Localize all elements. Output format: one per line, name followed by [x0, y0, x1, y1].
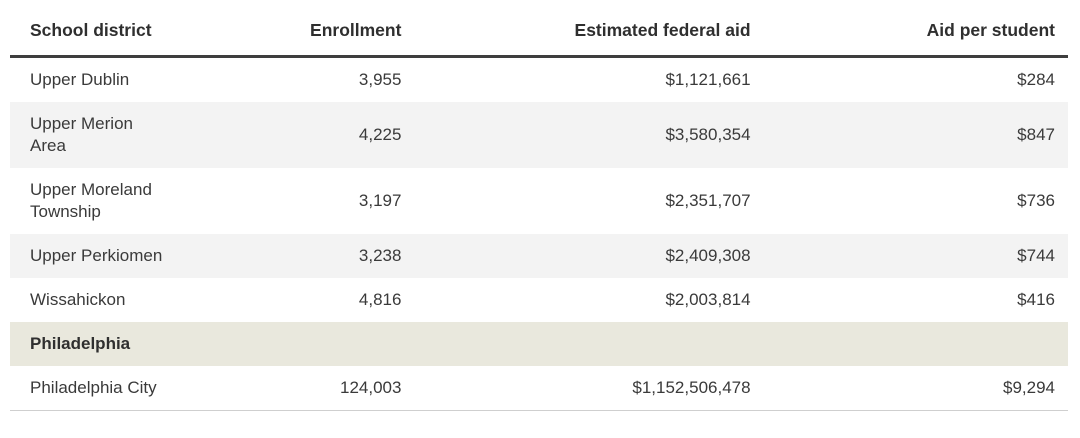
- cell-aid-per-student: $416: [1017, 290, 1055, 309]
- cell-federal-aid: $2,351,707: [665, 191, 751, 210]
- cell-district: Philadelphia City: [10, 366, 232, 411]
- district-name: Upper Perkiomen: [30, 246, 163, 265]
- cell-enrollment: 4,816: [358, 290, 402, 309]
- cell-federal-aid: $2,409,308: [665, 246, 751, 265]
- cell-district: Upper Dublin: [10, 57, 232, 103]
- cell-aid-per-student: $744: [1017, 246, 1055, 265]
- cell-enrollment: 3,197: [358, 191, 402, 210]
- data-table: School district Enrollment Estimated fed…: [10, 0, 1068, 411]
- table-row: Upper Moreland Township 3,197 $2,351,707 $7…: [10, 168, 1068, 234]
- table-row: Upper Perkiomen 3,238 $2,409,308 $744: [10, 234, 1068, 278]
- header-row: School district Enrollment Estimated fed…: [10, 0, 1068, 58]
- philadelphia-section: Philadelphia: [10, 322, 1068, 366]
- cell-aid-per-student: $284: [1017, 70, 1055, 89]
- cell-federal-aid: $2,003,814: [665, 290, 751, 309]
- cell-federal-aid: $1,152,506,478: [632, 378, 751, 397]
- district-name: Philadelphia City: [30, 378, 157, 397]
- cell-district: Wissahickon: [10, 278, 232, 322]
- cell-federal-aid: $3,580,354: [665, 125, 751, 144]
- district-name: Upper Dublin: [30, 70, 130, 89]
- table-row: Upper Merion Area 4,225 $3,580,354 $847: [10, 102, 1068, 168]
- table-row: Wissahickon 4,816 $2,003,814 $416: [10, 278, 1068, 322]
- col-header-estimated-federal-aid: Estimated federal aid: [401, 0, 751, 58]
- section-row-philadelphia: Philadelphia: [10, 322, 1068, 366]
- cell-district: Upper Moreland Township: [10, 168, 232, 234]
- table-header: School district Enrollment Estimated fed…: [10, 0, 1068, 58]
- district-rows: Upper Dublin 3,955 $1,121,661 $284 Upper Mer…: [10, 57, 1068, 323]
- col-header-enrollment: Enrollment: [232, 0, 402, 58]
- cell-enrollment: 3,955: [358, 70, 402, 89]
- cell-aid-per-student: $9,294: [1003, 378, 1055, 397]
- cell-district: Upper Merion Area: [10, 102, 232, 168]
- col-header-school-district: School district: [10, 0, 233, 58]
- district-name: Wissahickon: [30, 290, 126, 309]
- cell-aid-per-student: $736: [1017, 191, 1055, 210]
- cell-enrollment: 4,225: [358, 125, 402, 144]
- cell-enrollment: 3,238: [358, 246, 402, 265]
- cell-district: Upper Perkiomen: [10, 234, 232, 278]
- school-aid-table: School district Enrollment Estimated fed…: [10, 0, 1068, 411]
- cell-aid-per-student: $847: [1017, 125, 1055, 144]
- philadelphia-rows: Philadelphia City 124,003 $1,152,506,478 $9…: [10, 366, 1068, 411]
- section-label: Philadelphia: [10, 322, 1068, 366]
- table-row: Upper Dublin 3,955 $1,121,661 $284: [10, 57, 1068, 103]
- cell-enrollment: 124,003: [339, 378, 402, 397]
- district-name: Upper Moreland Township: [30, 180, 152, 221]
- cell-federal-aid: $1,121,661: [665, 70, 751, 89]
- table-row: Philadelphia City 124,003 $1,152,506,478 $9…: [10, 366, 1068, 411]
- district-name: Upper Merion Area: [30, 114, 133, 155]
- col-header-aid-per-student: Aid per student: [750, 0, 1068, 58]
